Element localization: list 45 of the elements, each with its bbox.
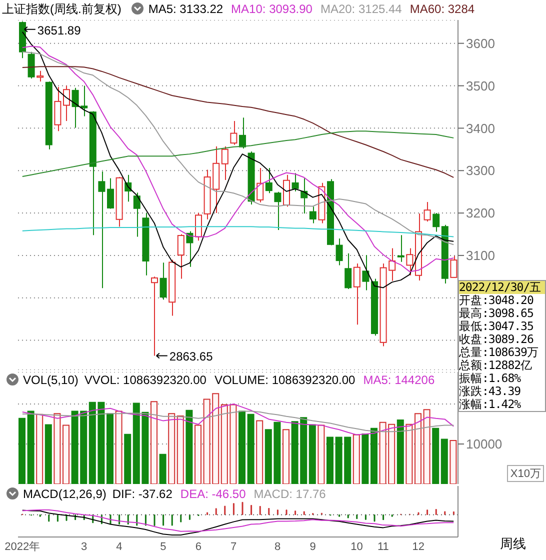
annotation: VOLUME: 1086392320.00: [214, 373, 356, 387]
text: MA20: 3125.44: [320, 2, 402, 16]
y-tick-label: 3400: [466, 120, 495, 136]
x-tick-label: 11: [377, 540, 389, 553]
x-tick-label: 12: [412, 540, 425, 553]
x-tick-label: 9: [310, 540, 316, 553]
x-tick-label: 10: [350, 540, 363, 553]
text: 最低:3047.35: [459, 319, 534, 333]
annotation: VVOL: 1086392320.00: [84, 373, 206, 387]
y-tick-label: 3100: [466, 248, 495, 264]
series-label: MACD: 17.76: [254, 487, 326, 501]
text: 收盘:3089.26: [459, 332, 534, 346]
x-tick-label: 6: [195, 540, 202, 553]
text: 涨跌:43.39: [459, 384, 521, 398]
x-tick-label: 4: [116, 540, 122, 553]
text: 总额:12882亿: [459, 358, 532, 372]
annotation: 2863.65: [169, 350, 214, 364]
text: 振幅:1.68%: [459, 371, 521, 385]
chart-title: 上证指数(周线.前复权): [2, 2, 122, 16]
x-tick-label: 7: [230, 540, 237, 553]
text: 开盘:3048.20: [459, 293, 534, 307]
x-axis-title: 周线: [500, 536, 526, 551]
y-tick-label: 3300: [466, 163, 495, 178]
x-tick-label: 8: [274, 540, 281, 553]
y-tick-label: 3200: [466, 206, 495, 221]
series-label: DIF: -37.62: [112, 487, 172, 501]
text: MA5: 3133.22: [148, 2, 224, 16]
x-tick-label: 2022年: [4, 540, 40, 553]
text: MA10: 3093.90: [231, 2, 312, 16]
text: MA60: 3284: [410, 2, 475, 16]
y-tick-label: 10000: [466, 436, 502, 452]
chart-title: MACD(12,26,9): [23, 487, 106, 501]
chart-title: VOL(5,10): [23, 373, 78, 387]
text: MA5: 144206: [363, 373, 435, 387]
series-label: DEA: -46.50: [180, 487, 246, 501]
text: 涨幅:1.42%: [459, 397, 521, 411]
y-tick-label: 3600: [466, 36, 495, 51]
y-tick-label: 3500: [466, 78, 495, 94]
text: 最高:3098.65: [459, 306, 534, 320]
x-tick-label: 3: [80, 540, 88, 553]
text: 总量:108639万: [459, 345, 538, 359]
x-tick-label: 5: [160, 540, 166, 553]
text: 2022/12/30/五: [459, 280, 542, 294]
annotation: 3651.89: [37, 23, 82, 38]
y-axis-title: X10万: [510, 468, 541, 480]
